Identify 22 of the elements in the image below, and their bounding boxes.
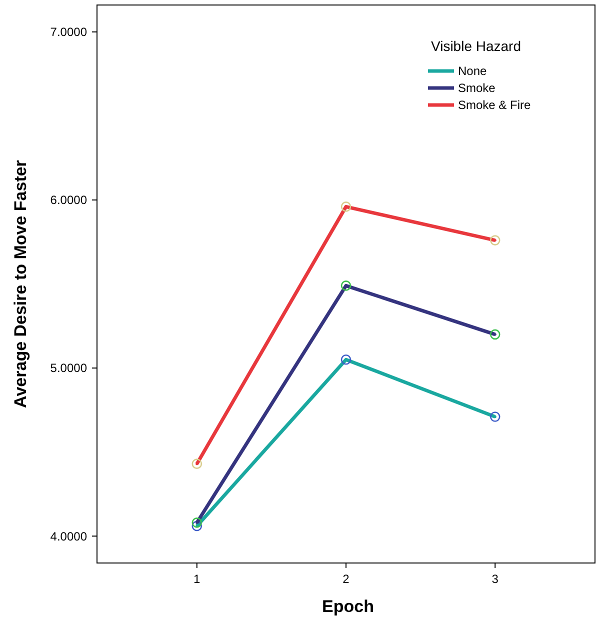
point	[490, 235, 500, 246]
point	[490, 329, 500, 340]
legend-title: Visible Hazard	[431, 38, 522, 54]
y-axis-title: Average Desire to Move Faster	[11, 160, 30, 408]
point	[340, 280, 352, 291]
x-tick-label: 1	[194, 572, 201, 586]
legend-label: None	[458, 64, 488, 78]
point	[340, 354, 352, 365]
y-tick-label: 6.0000	[50, 193, 88, 208]
point	[490, 412, 500, 422]
y-tick-label: 5.0000	[50, 361, 88, 376]
point	[192, 520, 202, 532]
point	[192, 458, 202, 469]
x-axis-title: Epoch	[322, 597, 374, 616]
y-tick-label: 4.0000	[50, 529, 88, 544]
x-tick-label: 3	[492, 572, 499, 586]
legend-label: Smoke	[458, 81, 496, 96]
y-tick-label: 7.0000	[50, 25, 88, 40]
legend-label: Smoke & Fire	[458, 98, 532, 112]
point	[340, 202, 352, 212]
point	[192, 518, 202, 528]
x-tick-label: 2	[342, 572, 350, 586]
